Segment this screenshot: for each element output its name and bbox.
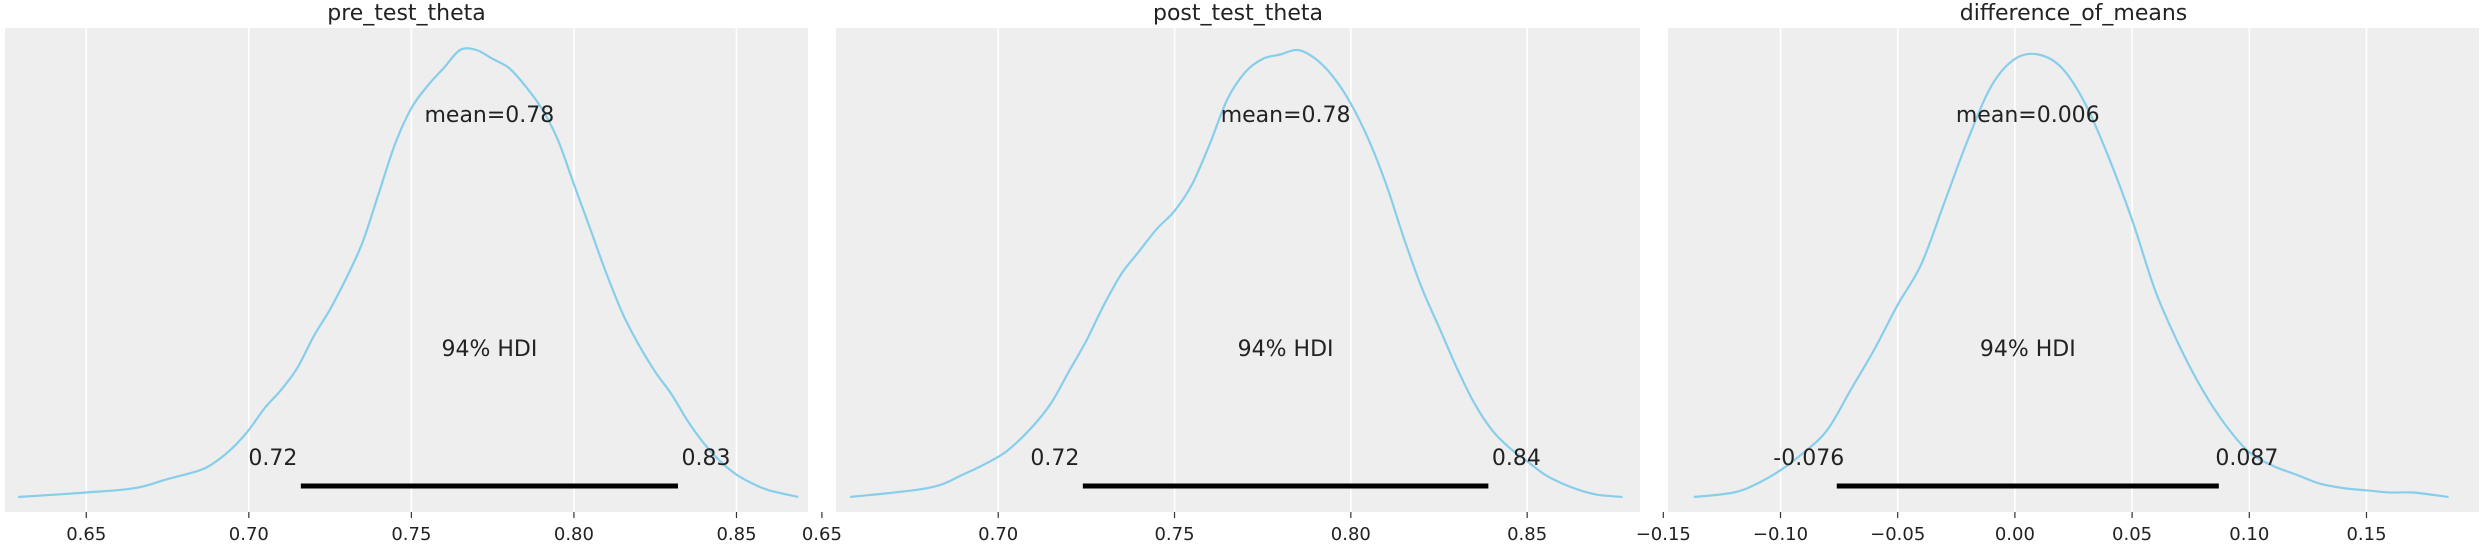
hdi-upper-label: 0.087 — [2215, 446, 2278, 471]
x-tick-label: −0.15 — [1636, 524, 1691, 545]
panel-post-test-theta: 0.65 0.70 0.75 0.80 0.85 post_test_theta mea… — [802, 1, 1640, 545]
mean-label: mean=0.006 — [1956, 103, 2100, 128]
x-tick-label: 0.15 — [2346, 524, 2386, 545]
plot-background — [5, 28, 808, 512]
density-curve — [849, 48, 1623, 499]
x-tick-label: 0.70 — [229, 524, 269, 545]
x-tick-label: 0.85 — [716, 524, 756, 545]
x-tick-label: 0.00 — [1995, 524, 2035, 545]
x-axis-ticks: −0.15 −0.10 −0.05 0.00 0.05 0.10 0.15 — [1636, 512, 2387, 545]
x-tick-label: 0.05 — [2112, 524, 2152, 545]
x-tick-label: −0.10 — [1753, 524, 1808, 545]
x-tick-label: 0.75 — [391, 524, 431, 545]
panel-title: difference_of_means — [1960, 1, 2188, 26]
x-axis-ticks: 0.65 0.70 0.75 0.80 0.85 — [802, 512, 1547, 545]
density-curve — [17, 47, 799, 499]
hdi-label: 94% HDI — [1980, 337, 2076, 362]
x-tick-label: 0.85 — [1507, 524, 1547, 545]
hdi-upper-label: 0.84 — [1492, 446, 1541, 471]
grid-lines — [821, 28, 1528, 512]
hdi-lower-label: 0.72 — [1030, 446, 1079, 471]
hdi-lower-label: -0.076 — [1773, 446, 1844, 471]
grid-lines — [1662, 28, 2368, 512]
x-tick-label: 0.75 — [1154, 524, 1194, 545]
panel-pre-test-theta: 0.65 0.70 0.75 0.80 0.85 pre_test_theta mean… — [5, 1, 808, 545]
plot-background — [1668, 28, 2479, 512]
x-tick-label: 0.65 — [802, 524, 842, 545]
x-tick-label: 0.70 — [978, 524, 1018, 545]
density-curve — [1693, 52, 2449, 499]
x-tick-label: 0.80 — [554, 524, 594, 545]
mean-label: mean=0.78 — [424, 103, 554, 128]
x-tick-label: 0.10 — [2229, 524, 2269, 545]
plot-background — [836, 28, 1640, 512]
hdi-label: 94% HDI — [441, 337, 537, 362]
x-tick-label: 0.80 — [1331, 524, 1371, 545]
panel-title: pre_test_theta — [327, 1, 486, 26]
hdi-label: 94% HDI — [1238, 337, 1334, 362]
panel-title: post_test_theta — [1153, 1, 1323, 26]
x-tick-label: 0.65 — [66, 524, 106, 545]
hdi-lower-label: 0.72 — [248, 446, 297, 471]
panel-difference-of-means: −0.15 −0.10 −0.05 0.00 0.05 0.10 0.15 differen… — [1636, 1, 2479, 545]
x-axis-ticks: 0.65 0.70 0.75 0.80 0.85 — [66, 512, 757, 545]
hdi-upper-label: 0.83 — [681, 446, 730, 471]
x-tick-label: −0.05 — [1870, 524, 1925, 545]
mean-label: mean=0.78 — [1221, 103, 1351, 128]
